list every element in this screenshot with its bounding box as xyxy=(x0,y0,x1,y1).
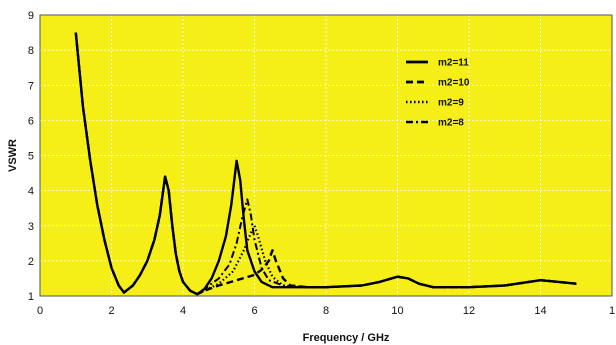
gridlines xyxy=(40,15,612,296)
series-line-m2-8 xyxy=(74,32,577,296)
y-tick-label: 1 xyxy=(28,291,34,303)
y-tick-label: 9 xyxy=(28,10,34,22)
legend-label: m2=10 xyxy=(438,78,470,89)
x-tick-label: 14 xyxy=(534,305,546,317)
y-tick-label: 4 xyxy=(28,186,34,198)
x-tick-label: 0 xyxy=(37,305,43,317)
x-axis-label: Frequency / GHz xyxy=(303,332,390,344)
x-tick-label: 2 xyxy=(108,305,114,317)
axes xyxy=(39,14,613,297)
plot-frame xyxy=(39,14,613,297)
legend-label: m2=9 xyxy=(438,98,464,109)
y-tick-label: 7 xyxy=(28,80,34,92)
y-tick-label: 5 xyxy=(28,151,34,163)
x-tick-label: 12 xyxy=(463,305,475,317)
x-tick-label: 1 xyxy=(609,305,615,317)
legend-label: m2=11 xyxy=(438,58,469,69)
legend-label: m2=8 xyxy=(438,118,464,129)
y-tick-label: 2 xyxy=(28,256,34,268)
y-tick-label: 6 xyxy=(28,115,34,127)
series-line-m2-11 xyxy=(74,32,577,296)
x-tick-label: 8 xyxy=(323,305,329,317)
legend: m2=11 m2=10 m2=9 m2=8 xyxy=(406,58,470,129)
y-tick-label: 3 xyxy=(28,221,34,233)
series-lines xyxy=(74,32,577,296)
x-tick-label: 4 xyxy=(180,305,186,317)
y-tick-label: 8 xyxy=(28,45,34,57)
y-axis-label: VSWR xyxy=(7,139,19,172)
x-tick-label: 10 xyxy=(391,305,403,317)
x-tick-label: 6 xyxy=(251,305,257,317)
